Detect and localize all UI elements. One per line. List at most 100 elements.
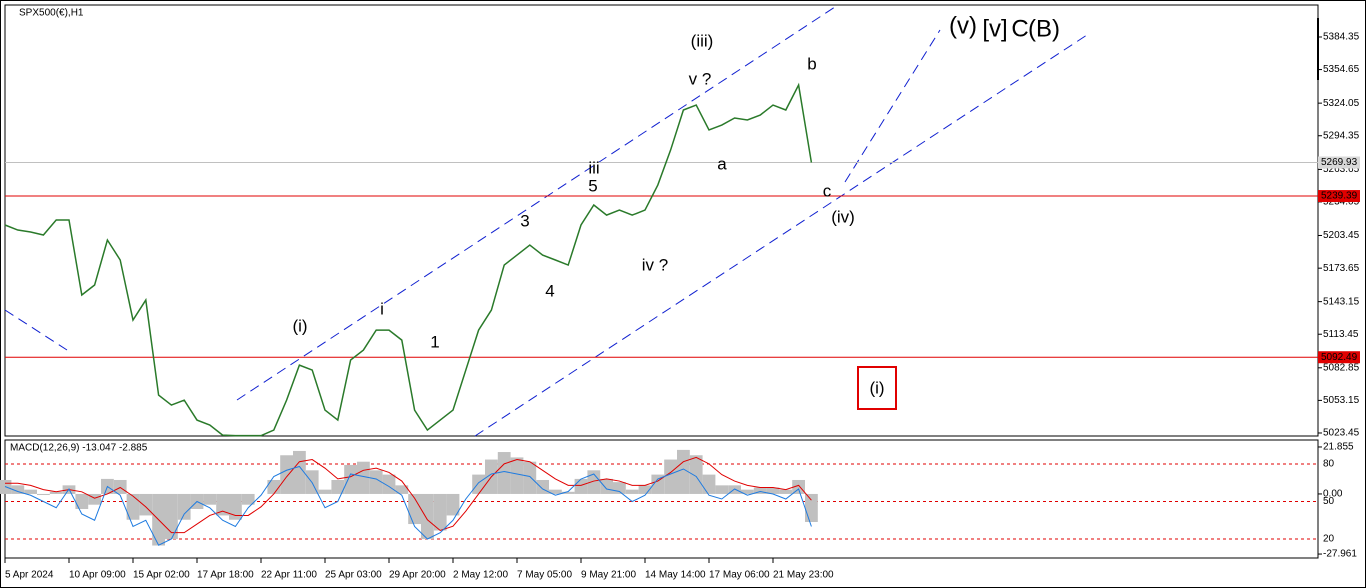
macd-bar xyxy=(497,452,511,494)
wave-label: [v] xyxy=(982,15,1007,42)
macd-bar xyxy=(267,479,281,494)
macd-bar xyxy=(75,493,89,509)
wave-label: 3 xyxy=(520,211,529,230)
y-tick-label: 5023.45 xyxy=(1323,428,1360,439)
macd-bar xyxy=(510,457,524,494)
y2-tick-label: 80 xyxy=(1323,459,1335,470)
macd-panel xyxy=(4,439,1319,559)
macd-bar xyxy=(216,493,229,516)
wave-label: iii xyxy=(588,158,599,177)
macd-bar xyxy=(395,485,409,494)
wave-label: (B) xyxy=(1028,15,1060,42)
x-tick-label: 22 Apr 11:00 xyxy=(261,570,317,581)
macd-bar xyxy=(638,485,652,494)
macd-bar xyxy=(446,493,460,516)
label-box xyxy=(857,366,897,410)
y-tick-label: 5263.65 xyxy=(1323,164,1360,175)
wave-label: (iv) xyxy=(831,207,855,226)
macd-bar xyxy=(792,479,805,494)
wave-label: b xyxy=(807,54,816,73)
wave-label: iv ? xyxy=(642,255,668,274)
macd-bar xyxy=(574,478,588,494)
y-tick-label: 5082.85 xyxy=(1323,362,1360,373)
projection-line xyxy=(844,29,941,183)
level-label: 5092.49 xyxy=(1321,352,1358,363)
macd-bar xyxy=(728,485,741,494)
macd-bar xyxy=(203,493,217,505)
price-tag xyxy=(1318,156,1360,169)
macd-bar xyxy=(536,479,549,494)
y-tick-label: 5384.35 xyxy=(1323,32,1360,43)
level-tag xyxy=(1318,190,1360,203)
macd-bar xyxy=(280,455,293,494)
macd-bar xyxy=(408,493,421,525)
wave-label: C xyxy=(1011,15,1028,42)
x-tick-label: 17 Apr 18:00 xyxy=(197,570,254,581)
macd-bar xyxy=(523,461,537,494)
y2-tick-label: 50 xyxy=(1323,496,1335,507)
x-tick-label: 7 May 05:00 xyxy=(517,570,572,581)
macd-line xyxy=(5,456,812,534)
macd-bar xyxy=(331,479,345,494)
wave-label: 4 xyxy=(545,281,554,300)
wave-label: (i) xyxy=(869,378,884,397)
macd-bar xyxy=(766,487,780,494)
wave-label: (iii) xyxy=(691,31,714,50)
wave-label: (i) xyxy=(292,316,307,335)
y-tick-label: 21.855 xyxy=(1323,442,1354,453)
chart-title: SPX500(€),H1 xyxy=(19,8,84,19)
y-tick-label: 5294.35 xyxy=(1323,130,1360,141)
price-line-series xyxy=(4,82,813,437)
macd-bar xyxy=(561,491,575,494)
y-tick-label: 5053.15 xyxy=(1323,395,1360,406)
y2-tick-label: 20 xyxy=(1323,534,1335,545)
x-tick-label: 15 Apr 02:00 xyxy=(133,570,190,581)
x-tick-label: 21 May 23:00 xyxy=(773,570,834,581)
macd-bar xyxy=(664,459,677,494)
macd-bar xyxy=(625,489,639,494)
x-tick-label: 5 Apr 2024 xyxy=(5,570,54,581)
macd-bar xyxy=(293,450,306,494)
macd-bar xyxy=(318,489,332,494)
wave-label: 1 xyxy=(430,332,439,351)
macd-bar xyxy=(753,487,767,494)
y-tick-label: 5173.65 xyxy=(1323,263,1360,274)
y-tick-label: 0.00 xyxy=(1323,489,1343,500)
x-tick-label: 14 May 14:00 xyxy=(645,570,706,581)
macd-bar xyxy=(177,493,191,520)
y-tick-label: 5143.15 xyxy=(1323,296,1360,307)
level-tag xyxy=(1318,351,1360,364)
macd-bar xyxy=(421,493,434,540)
x-tick-label: 17 May 06:00 xyxy=(709,570,770,581)
macd-bar xyxy=(126,493,140,520)
macd-bar xyxy=(37,493,50,496)
price-panel xyxy=(4,4,1319,437)
wave-label: 5 xyxy=(588,176,597,195)
macd-bar xyxy=(549,489,562,494)
y-tick-label: 5203.45 xyxy=(1323,230,1360,241)
macd-bar xyxy=(805,493,818,522)
macd-bar xyxy=(613,482,626,494)
macd-bar xyxy=(587,470,601,494)
macd-bar xyxy=(433,493,447,531)
macd-bar xyxy=(344,464,357,494)
macd-bar xyxy=(369,470,383,494)
x-tick-label: 2 May 12:00 xyxy=(453,570,508,581)
level-label: 5239.39 xyxy=(1321,191,1358,202)
wave-label: c xyxy=(823,181,832,200)
left-trend-line xyxy=(4,309,68,351)
x-tick-label: 9 May 21:00 xyxy=(581,570,636,581)
wave-label: v ? xyxy=(689,69,712,88)
y-tick-label: 5113.45 xyxy=(1323,329,1359,340)
macd-bar xyxy=(165,493,178,540)
macd-bar xyxy=(600,478,613,494)
x-tick-label: 25 Apr 03:00 xyxy=(325,570,382,581)
macd-bar xyxy=(241,493,255,505)
macd-bar xyxy=(779,489,793,494)
lower-channel xyxy=(474,32,1091,437)
macd-bar xyxy=(689,455,703,494)
macd-bar xyxy=(24,489,37,494)
macd-bar xyxy=(472,474,485,494)
